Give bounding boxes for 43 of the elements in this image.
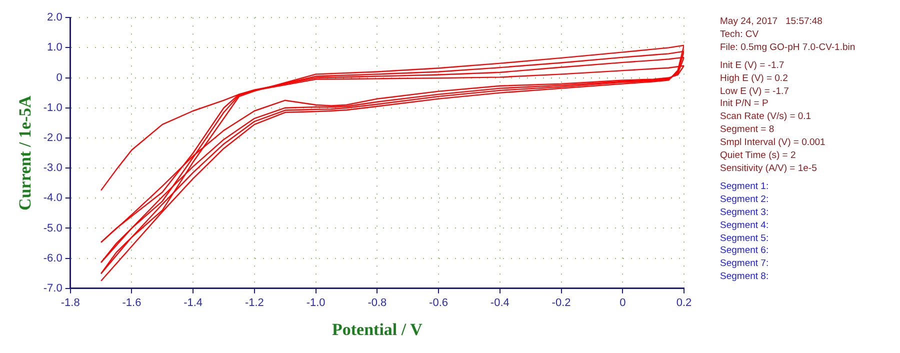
y-tick-label: -6.0: [43, 252, 62, 264]
y-tick-label: 1.0: [47, 42, 62, 54]
text: May 24, 2017 15:57:48: [720, 16, 824, 29]
y-tick-label: 0: [56, 72, 62, 84]
text: Sensitivity (A/V) = 1e-5: [720, 162, 818, 176]
y-tick-label: -5.0: [43, 222, 62, 234]
y-tick-label: -2.0: [43, 132, 62, 144]
text: Low E (V) = -1.7: [720, 86, 790, 98]
y-tick-label: 2.0: [47, 12, 62, 24]
text: Segment 2:: [720, 194, 770, 207]
x-tick-label: -1.6: [122, 297, 142, 310]
y-tick-label: -1.0: [43, 102, 62, 114]
x-tick-label: -1.4: [184, 297, 203, 310]
text: Init P/N = P: [720, 98, 770, 112]
text: Segment 8:: [720, 271, 770, 284]
text: Segment 4:: [720, 220, 770, 232]
text: Smpl Interval (V) = 0.001: [720, 137, 826, 150]
text: Segment 3:: [720, 206, 770, 220]
y-tick-label: -3.0: [43, 162, 62, 174]
text: Segment 6:: [720, 245, 770, 258]
text: Segment 5:: [720, 232, 770, 246]
text: Segment 7:: [720, 258, 770, 272]
text: Segment = 8: [720, 124, 776, 138]
y-tick-label: -4.0: [43, 192, 62, 204]
text: Scan Rate (V/s) = 0.1: [720, 111, 812, 124]
y-tick-label: -7.0: [43, 282, 62, 294]
y-axis-title: Current / 1e-5A: [16, 94, 35, 210]
x-axis-title: Potential / V: [332, 320, 424, 340]
x-tick-label: -0.6: [429, 297, 448, 310]
x-tick-label: -1.0: [306, 297, 326, 310]
x-tick-label: -1.2: [244, 297, 264, 310]
x-tick-label: -0.4: [490, 297, 510, 310]
x-tick-label: 0: [620, 297, 626, 310]
text: Segment 1:: [720, 180, 770, 194]
text: File: 0.5mg GO-pH 7.0-CV-1.bin: [720, 42, 856, 55]
x-tick-label: 0.2: [676, 297, 692, 310]
x-tick-label: -0.8: [368, 297, 387, 310]
x-tick-label: -1.8: [60, 297, 80, 310]
text: Quiet Time (s) = 2: [720, 150, 797, 163]
x-tick-label: -0.2: [552, 297, 571, 310]
text: Init E (V) = -1.7: [720, 60, 786, 73]
text: Tech: CV: [720, 28, 760, 42]
text: High E (V) = 0.2: [720, 72, 789, 86]
